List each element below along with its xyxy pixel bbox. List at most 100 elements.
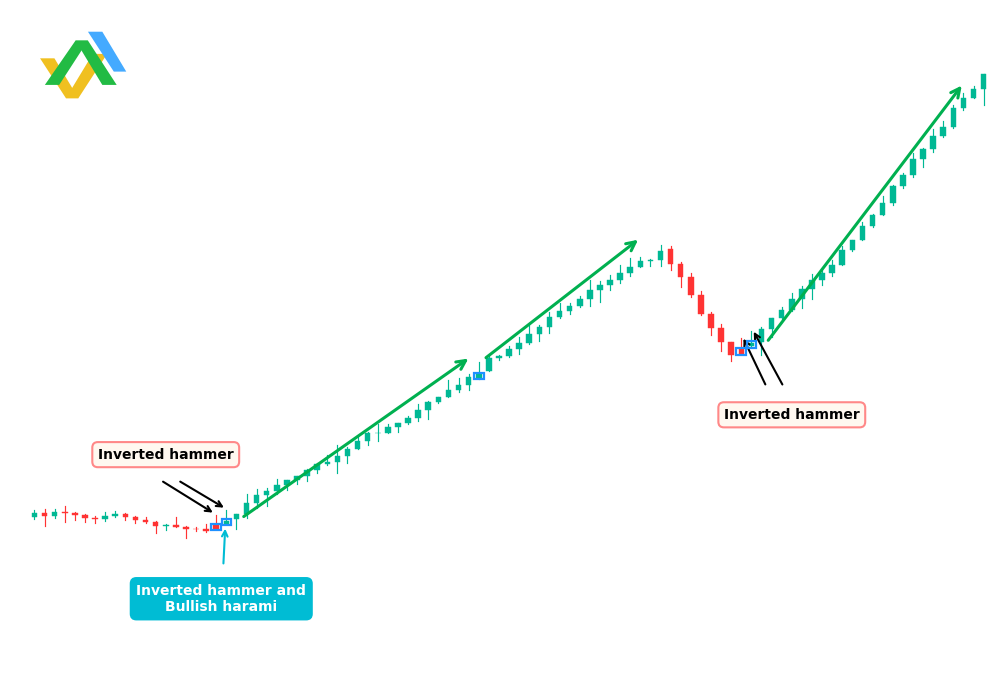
Bar xyxy=(900,175,905,186)
Bar xyxy=(133,518,138,520)
Bar xyxy=(637,261,643,267)
Bar xyxy=(809,280,814,289)
Bar xyxy=(385,427,391,432)
Bar xyxy=(850,240,855,250)
Bar xyxy=(335,456,340,462)
Polygon shape xyxy=(40,59,79,98)
Bar xyxy=(597,284,603,290)
Bar xyxy=(224,520,229,524)
Bar xyxy=(476,374,482,378)
Bar xyxy=(870,215,875,226)
Bar xyxy=(880,203,885,215)
Bar xyxy=(73,514,78,515)
Bar xyxy=(860,226,865,240)
Bar xyxy=(212,524,221,530)
Bar xyxy=(759,329,764,342)
Bar xyxy=(61,512,68,514)
Bar xyxy=(981,74,987,89)
Bar xyxy=(274,485,279,491)
Bar xyxy=(779,310,784,318)
Bar xyxy=(214,525,219,529)
Bar xyxy=(345,449,350,456)
Bar xyxy=(284,480,289,485)
Bar xyxy=(719,328,724,342)
Bar xyxy=(222,520,231,525)
Bar xyxy=(486,358,492,371)
Polygon shape xyxy=(44,40,88,85)
Bar xyxy=(314,464,320,470)
Bar xyxy=(506,349,512,357)
Bar xyxy=(587,290,593,299)
Bar xyxy=(415,411,421,418)
Bar xyxy=(577,299,583,306)
Bar xyxy=(395,423,401,427)
Bar xyxy=(951,108,957,127)
Bar xyxy=(627,267,633,273)
Bar xyxy=(143,520,148,522)
Bar xyxy=(83,515,88,518)
Bar xyxy=(971,89,977,98)
Bar xyxy=(163,524,168,526)
Bar xyxy=(930,136,935,149)
Bar xyxy=(668,249,673,265)
Bar xyxy=(678,265,683,277)
Bar xyxy=(234,514,239,519)
Bar xyxy=(789,299,794,310)
Bar xyxy=(526,333,532,344)
Text: Inverted hammer: Inverted hammer xyxy=(98,447,234,462)
Bar xyxy=(961,98,967,108)
Bar xyxy=(709,314,714,328)
Bar xyxy=(688,277,694,295)
Bar xyxy=(123,514,128,518)
Bar xyxy=(739,349,744,354)
Bar xyxy=(940,127,947,136)
Bar xyxy=(264,491,269,495)
Polygon shape xyxy=(88,31,126,72)
Bar xyxy=(355,441,361,449)
Bar xyxy=(747,341,756,348)
Bar xyxy=(820,273,825,280)
Text: Inverted hammer and
Bullish harami: Inverted hammer and Bullish harami xyxy=(136,584,306,614)
Bar xyxy=(840,250,845,265)
Bar xyxy=(244,503,249,514)
Bar xyxy=(425,402,431,411)
Bar xyxy=(607,280,613,284)
Bar xyxy=(204,529,209,531)
Bar xyxy=(699,295,704,314)
Bar xyxy=(405,418,411,423)
Bar xyxy=(103,516,108,519)
Bar xyxy=(729,342,734,355)
Bar xyxy=(566,306,573,310)
Bar xyxy=(183,527,188,529)
Bar xyxy=(496,357,502,358)
Bar xyxy=(556,310,562,317)
Bar xyxy=(516,344,522,349)
Bar xyxy=(617,273,623,280)
Bar xyxy=(113,514,118,516)
Bar xyxy=(799,289,804,299)
Bar xyxy=(294,476,299,480)
Bar xyxy=(31,513,37,517)
Bar xyxy=(546,317,552,327)
Bar xyxy=(830,265,835,273)
Bar xyxy=(365,434,371,441)
Polygon shape xyxy=(66,54,107,98)
Bar xyxy=(173,524,178,527)
Bar xyxy=(658,251,663,261)
Bar xyxy=(749,342,754,346)
Bar xyxy=(325,462,330,464)
Bar xyxy=(304,470,309,476)
Bar xyxy=(375,432,381,434)
Bar xyxy=(456,385,462,390)
Bar xyxy=(890,186,895,203)
Bar xyxy=(466,377,472,385)
Bar xyxy=(51,512,57,516)
Bar xyxy=(536,327,542,333)
Bar xyxy=(474,373,484,379)
Text: Inverted hammer: Inverted hammer xyxy=(724,408,860,421)
Bar xyxy=(446,390,452,397)
Bar xyxy=(254,495,259,503)
Bar xyxy=(910,159,915,175)
Bar xyxy=(41,513,47,516)
Bar xyxy=(920,149,925,159)
